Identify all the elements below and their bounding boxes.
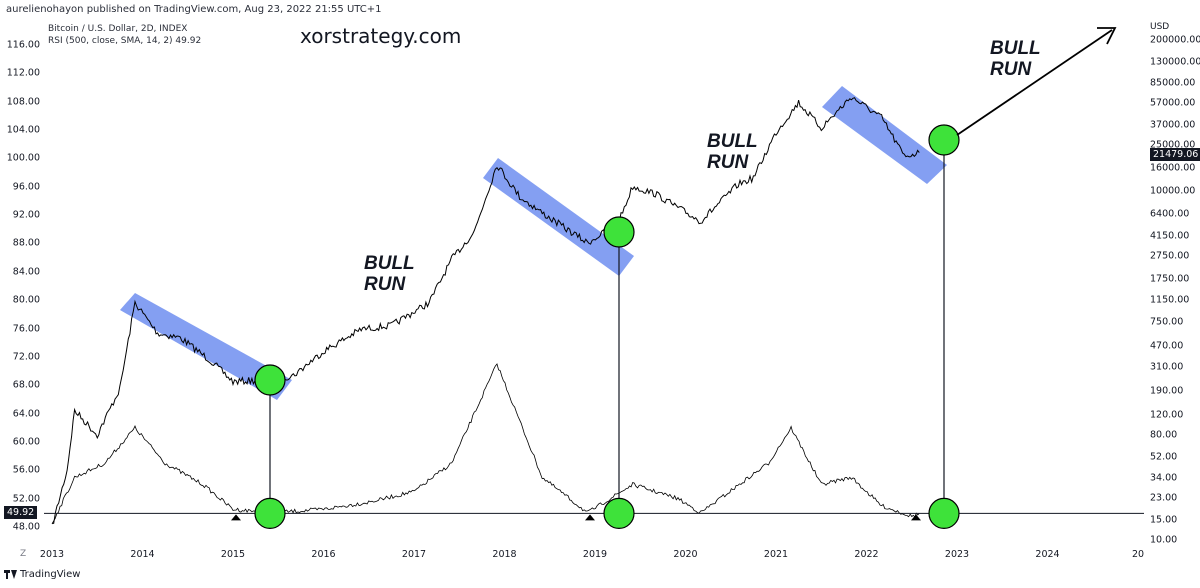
rsi-tick-label: 92.00 [12,209,40,221]
year-tick-label: 2018 [492,549,517,560]
downtrend-channel [120,293,292,400]
tradingview-logo-text: TradingView [20,569,81,580]
price-tick-label: 85000.00 [1150,77,1196,89]
price-axis: 200000.00 130000.00 85000.00 57000.00 37000.… [1146,0,1200,560]
rsi-legend: RSI (500, close, SMA, 14, 2) 49.92 [48,36,202,46]
price-tick-label: 310.00 [1150,361,1184,373]
bull-run-label: BULL RUN [990,38,1041,80]
price-tick-label: 120.00 [1150,409,1184,421]
price-tick-label: 37000.00 [1150,119,1196,131]
price-tick-label: 6400.00 [1150,208,1190,220]
rsi-tick-label: 116.00 [6,39,40,51]
price-tick-label: 52.00 [1150,451,1178,463]
price-signal-circle [603,216,635,248]
rsi-tick-label: 104.00 [6,124,40,136]
price-tick-label: 34.00 [1150,472,1178,484]
year-tick-label: 2022 [854,549,879,560]
bull-word: BULL [990,38,1041,59]
rsi-tick-label: 56.00 [12,464,40,476]
price-tick-label: 10000.00 [1150,185,1196,197]
rsi-tick-label: 52.00 [12,493,40,505]
price-tick-label: 80.00 [1150,429,1178,441]
arrow-head [1097,27,1117,45]
price-tick-label: 4150.00 [1150,230,1190,242]
bull-run-label: BULL RUN [364,253,415,295]
triangle-marker [585,514,595,521]
price-tick-label: 470.00 [1150,340,1184,352]
rsi-tick-label: 60.00 [12,436,40,448]
price-tick-label: 200000.00 [1150,34,1200,46]
rsi-tick-label: 100.00 [6,152,40,164]
rsi-tick-label: 112.00 [6,67,40,79]
year-tick-label: 2015 [220,549,246,560]
price-tick-label: 15.00 [1150,514,1178,526]
downtrend-channel [483,158,634,276]
bull-word: BULL [707,131,758,152]
price-tick-label: 1150.00 [1150,294,1190,306]
published-caption: aurelienohayon published on TradingView.… [6,4,382,15]
rsi-tick-label: 96.00 [12,181,40,193]
rsi-tick-label: 48.00 [12,521,40,533]
triangle-marker [911,514,921,521]
year-tick-label: 2021 [763,549,789,560]
price-tick-label: 750.00 [1150,316,1184,328]
run-word: RUN [707,152,749,173]
currency-label: USD [1150,22,1170,32]
ticker-title: Bitcoin / U.S. Dollar, 2D, INDEX [48,24,188,34]
last-price-badge: 21479.06 [1150,148,1200,161]
rsi-tick-label: 64.00 [12,408,40,420]
tradingview-logo[interactable]: TradingView [4,569,80,580]
triangle-marker [231,514,241,521]
run-word: RUN [990,59,1032,80]
price-tick-label: 190.00 [1150,385,1184,397]
price-signal-circle [254,364,286,396]
watermark-text: xorstrategy.com [300,24,462,48]
year-tick-label: 2020 [673,549,698,560]
rsi-value-badge: 49.92 [4,506,38,519]
price-series-line [51,97,920,524]
price-tick-label: 2750.00 [1150,250,1190,262]
price-tick-label: 10.00 [1150,534,1178,546]
price-tick-label: 57000.00 [1150,97,1196,109]
year-tick-label: 2013 [39,549,65,560]
rsi-signal-circle [603,497,635,529]
price-signal-circle [928,124,960,156]
year-tick-label: 2017 [401,549,427,560]
rsi-signal-circle [254,497,286,529]
price-tick-label: 23.00 [1150,492,1178,504]
tradingview-logo-icon [4,570,17,579]
run-word: RUN [364,274,406,295]
rsi-axis: 116.00 112.00 108.00 104.00 100.00 96.00 92.00… [0,0,46,560]
rsi-tick-label: 80.00 [12,294,40,306]
bull-word: BULL [364,253,415,274]
rsi-tick-label: 84.00 [12,266,40,278]
year-tick-label: 2024 [1035,549,1060,560]
projection-arrow [956,29,1113,136]
rsi-tick-label: 108.00 [6,96,40,108]
rsi-series-line [51,363,920,525]
rsi-tick-label: 76.00 [12,323,40,335]
price-tick-label: 16000.00 [1150,162,1196,174]
price-tick-label: 1750.00 [1150,273,1190,285]
year-tick-label: 2016 [311,549,336,560]
price-tick-label: 130000.00 [1150,56,1200,68]
rsi-tick-label: 68.00 [12,379,40,391]
year-tick-label: 2014 [130,549,155,560]
downtrend-channel [822,86,947,184]
bull-run-label: BULL RUN [707,131,758,173]
year-tick-label: 2023 [944,549,970,560]
rsi-tick-label: 72.00 [12,351,40,363]
year-tick-label: 20 [1131,549,1145,560]
rsi-tick-label: 88.00 [12,237,40,249]
price-tick-label: 25000.00 [1150,139,1196,151]
rsi-signal-circle [928,497,960,529]
zoom-reset-button[interactable]: Z [20,549,27,559]
year-tick-label: 2019 [582,549,608,560]
